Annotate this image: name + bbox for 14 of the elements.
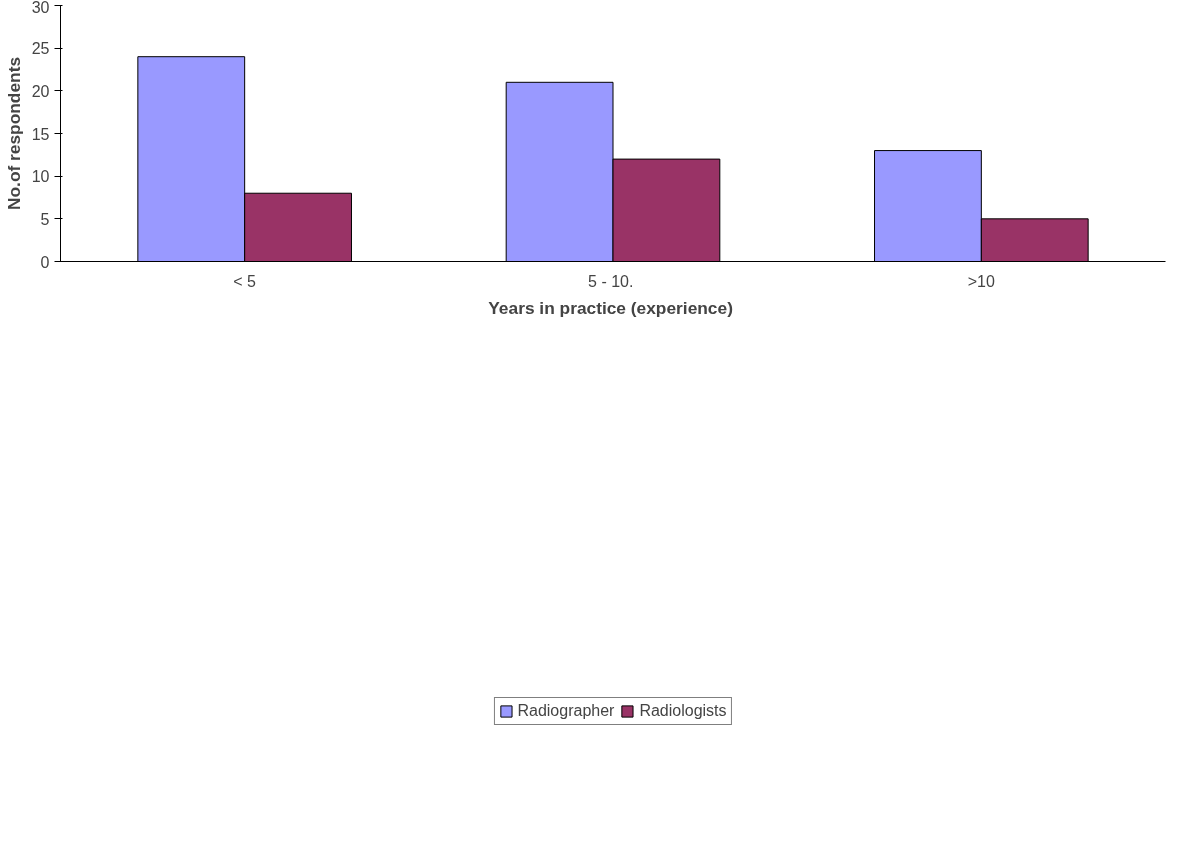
y-tick-label: 15 <box>31 125 50 143</box>
x-axis-title: Years in practice (experience) <box>488 297 733 318</box>
y-tick-label: 10 <box>31 168 50 186</box>
x-tick-label: 5 - 10. <box>588 272 634 290</box>
y-axis-title: No.of respondents <box>3 56 24 211</box>
x-tick-label: < 5 <box>233 272 257 290</box>
y-tick-label: 0 <box>40 253 50 271</box>
y-tick-label: 20 <box>31 82 50 100</box>
x-tick-label: >10 <box>967 272 996 290</box>
y-tick-label: 25 <box>31 40 50 58</box>
legend-label: Radiologists <box>639 701 727 720</box>
y-tick-label: 5 <box>40 210 50 228</box>
legend-label: Radiographer <box>517 701 615 720</box>
y-tick-label: 30 <box>31 0 50 16</box>
